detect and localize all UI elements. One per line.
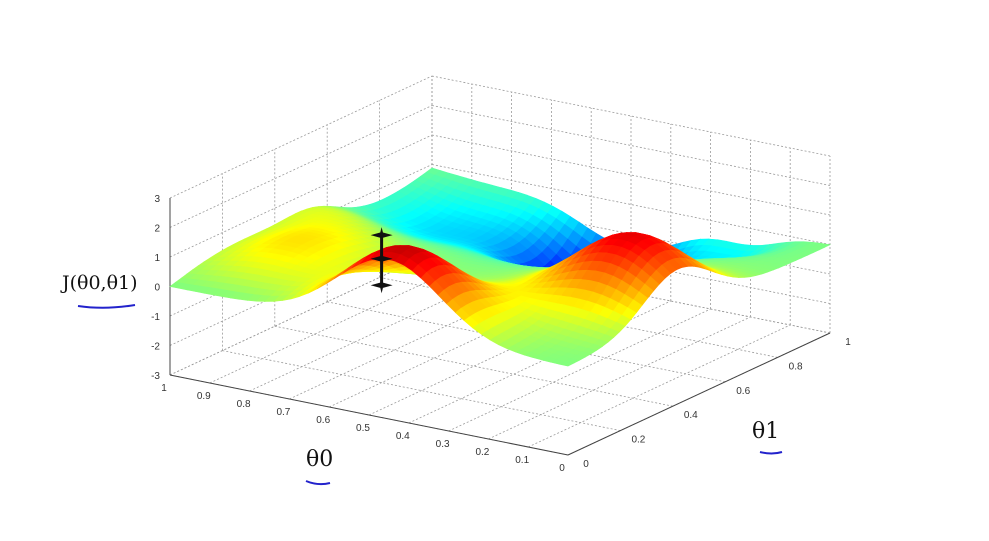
axis-ticks: -3 -2 -1 0 1 2 3 1 0.9 0.8 0.7 0.6 0.5 0.4 0.3 0.2 0.1 0 0… <box>151 194 851 474</box>
z-tick-label: 0 <box>154 283 160 294</box>
z-tick-label: -3 <box>151 371 160 382</box>
z-axis-label: J(θ0,θ1) <box>60 272 138 294</box>
z-label-underline <box>77 304 136 309</box>
x-tick-label: 1 <box>161 383 167 394</box>
x-tick-label: 0 <box>559 463 565 474</box>
descent-path <box>370 227 393 294</box>
descent-step-point <box>370 277 393 294</box>
y-axis-label: θ1 <box>752 419 779 444</box>
y-tick-label: 0.6 <box>736 386 750 397</box>
x-tick-label: 0.1 <box>515 455 529 466</box>
y-tick-label: 0.4 <box>684 410 698 421</box>
descent-step-point <box>370 250 393 267</box>
z-tick-label: -2 <box>151 342 160 353</box>
x-tick-label: 0.5 <box>356 423 370 434</box>
x-tick-label: 0.2 <box>475 447 489 458</box>
x-tick-label: 0.6 <box>316 415 330 426</box>
y-tick-label: 0.2 <box>631 435 645 446</box>
x-tick-label: 0.4 <box>396 431 410 442</box>
y-tick-label: 0.8 <box>789 361 803 372</box>
z-tick-label: -1 <box>151 312 160 323</box>
y-tick-label: 1 <box>845 337 851 348</box>
z-tick-label: 1 <box>154 253 160 264</box>
x-axis-label: θ0 <box>306 447 333 472</box>
x-tick-label: 0.9 <box>197 391 211 402</box>
x-tick-label: 0.3 <box>436 439 450 450</box>
z-tick-label: 3 <box>154 194 160 205</box>
x-label-underline <box>305 480 331 486</box>
cost-surface <box>169 167 832 367</box>
descent-step-point <box>370 227 393 244</box>
z-tick-label: 2 <box>154 224 160 235</box>
x-tick-label: 0.8 <box>237 399 251 410</box>
surface-patch <box>558 360 575 367</box>
y-label-underline <box>759 451 783 455</box>
y-tick-label: 0 <box>583 459 589 470</box>
x-tick-label: 0.7 <box>276 407 290 418</box>
